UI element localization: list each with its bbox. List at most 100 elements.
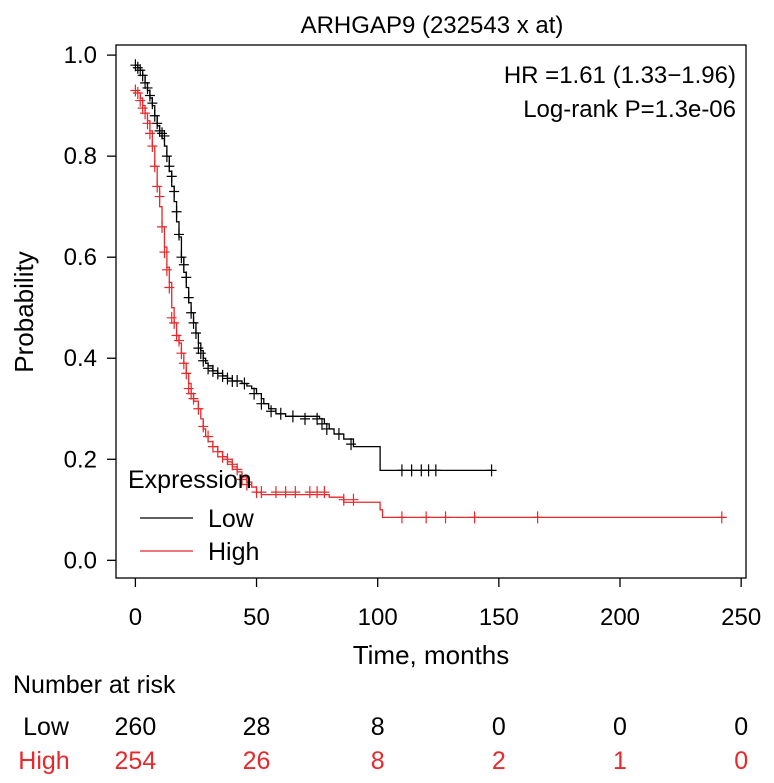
risk-value-low: 260 [115, 713, 157, 741]
censor-mark-high [212, 445, 223, 458]
censor-mark-low [222, 372, 233, 385]
censor-mark-low [198, 354, 209, 367]
censor-mark-low [140, 76, 151, 89]
risk-values: 260 28 8 0 0 0 254 26 8 2 1 0 [115, 713, 749, 775]
censor-mark-low [232, 374, 243, 387]
censor-mark-low [207, 364, 218, 377]
censor-mark-low [144, 89, 155, 102]
y-axis-label: Probability [9, 251, 39, 372]
censor-mark-low [169, 185, 180, 198]
censor-mark-high [169, 316, 180, 329]
censor-mark-high [440, 511, 451, 524]
censor-mark-low [159, 129, 170, 142]
censor-mark-low [193, 342, 204, 355]
censor-mark-low [171, 205, 182, 218]
censor-mark-low [256, 397, 267, 410]
censor-mark-high [161, 263, 172, 276]
censor-mark-high [140, 107, 151, 120]
censor-mark-high [154, 190, 165, 203]
censor-mark-high [142, 117, 153, 130]
censor-mark-low [147, 97, 158, 110]
y-tick-label: 0.0 [64, 547, 97, 574]
censor-mark-low [486, 464, 497, 477]
censor-mark-high [147, 140, 158, 153]
censor-mark-low [275, 407, 286, 420]
censor-mark-high [338, 493, 349, 506]
censor-mark-high [716, 511, 727, 524]
hazard-ratio-annotation: HR =1.61 (1.33−1.96) [504, 62, 736, 89]
censor-mark-high [149, 160, 160, 173]
censor-mark-low [188, 316, 199, 329]
censor-mark-high [232, 463, 243, 476]
censor-mark-high [171, 329, 182, 342]
censor-mark-low [135, 64, 146, 77]
risk-value-high: 26 [243, 747, 271, 775]
x-axis-label: Time, months [353, 640, 510, 670]
censor-mark-high [270, 486, 281, 499]
censor-mark-high [469, 511, 480, 524]
censor-mark-low [430, 464, 441, 477]
censor-mark-high [222, 453, 233, 466]
censor-mark-high [152, 180, 163, 193]
censor-mark-low [166, 170, 177, 183]
censor-mark-low [316, 417, 327, 430]
censor-mark-low [152, 117, 163, 130]
risk-value-high: 8 [371, 747, 385, 775]
censor-mark-low [149, 109, 160, 122]
censor-mark-high [186, 387, 197, 400]
censor-mark-high [178, 357, 189, 370]
risk-value-high: 2 [492, 747, 506, 775]
x-tick-label: 200 [600, 604, 640, 631]
legend-title: Expression [128, 466, 252, 494]
censor-mark-low [396, 464, 407, 477]
y-tick-label: 0.2 [64, 446, 97, 473]
censor-mark-high [532, 511, 543, 524]
censor-mark-high [256, 486, 267, 499]
x-axis: 0 50 100 150 200 250 [129, 578, 761, 631]
censor-mark-high [159, 246, 170, 259]
censor-mark-high [319, 486, 330, 499]
censor-mark-high [188, 392, 199, 405]
y-tick-label: 0.4 [64, 345, 97, 372]
risk-value-high: 1 [613, 747, 627, 775]
censor-mark-high [144, 127, 155, 140]
censor-mark-low [300, 412, 310, 425]
censor-mark-high [193, 402, 204, 415]
logrank-annotation: Log-rank P=1.3e-06 [523, 96, 736, 123]
censor-mark-high [198, 420, 209, 433]
censor-mark-low [312, 412, 323, 425]
plot-area [115, 44, 747, 579]
x-tick-label: 0 [129, 604, 142, 631]
curve-high [135, 89, 725, 519]
censor-mark-high [137, 102, 148, 115]
y-axis: 0.0 0.2 0.4 0.6 0.8 1.0 [64, 42, 116, 574]
censor-mark-low [178, 258, 189, 271]
censor-mark-high [132, 86, 143, 99]
censor-mark-low [287, 410, 298, 423]
censor-mark-low [183, 291, 194, 304]
risk-value-low: 8 [371, 713, 385, 741]
censor-mark-low [266, 405, 277, 418]
series-layer [130, 59, 727, 524]
censor-mark-high [280, 486, 291, 499]
censor-mark-low [190, 326, 201, 339]
y-tick-label: 1.0 [64, 42, 97, 69]
censor-mark-low [203, 362, 214, 375]
risk-value-low: 0 [613, 713, 627, 741]
risk-value-low: 0 [492, 713, 506, 741]
censor-mark-low [406, 464, 417, 477]
censor-mark-low [164, 160, 175, 173]
censor-mark-low [154, 124, 165, 137]
legend: Expression Low High [128, 466, 259, 566]
censor-mark-high [207, 440, 218, 453]
legend-label-low: Low [208, 505, 255, 533]
censor-mark-low [321, 422, 332, 435]
risk-table-title: Number at risk [13, 671, 176, 699]
censor-mark-high [176, 347, 187, 360]
risk-value-high: 254 [115, 747, 157, 775]
curve-low [135, 64, 492, 472]
censor-mark-low [130, 59, 141, 72]
censor-mark-low [186, 306, 197, 319]
